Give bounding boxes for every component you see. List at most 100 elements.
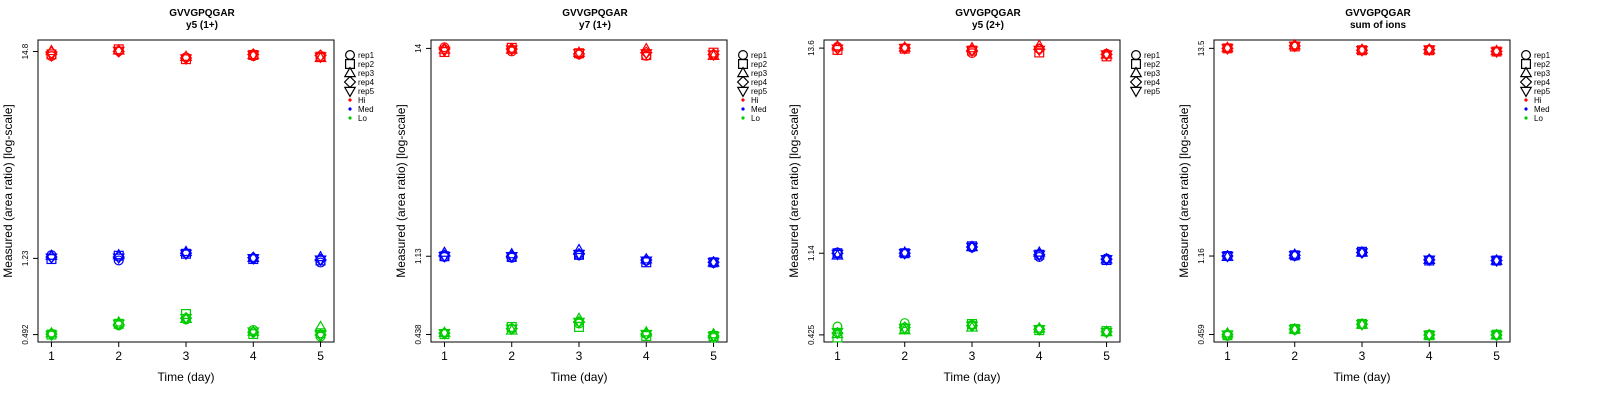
legend-label: rep4: [751, 78, 768, 87]
point-lo-day3-rep5: [965, 321, 979, 333]
point-lo-day5-rep3: [314, 320, 327, 332]
point-lo-day2-rep5: [898, 324, 911, 335]
legend-marker: [1519, 86, 1533, 98]
point-lo-day5-rep5: [1100, 327, 1113, 339]
x-axis-label: Time (day): [944, 370, 1001, 384]
point-hi-day4-rep3: [640, 42, 653, 54]
point-hi-day5-rep5: [707, 50, 720, 62]
point-med-day4-rep3: [640, 252, 653, 264]
x-tick-label: 2: [901, 349, 908, 363]
legend-label: Med: [358, 105, 374, 114]
chart-panel-3: GVVGPQGAR y5 (2+) Time (day) Measured (a…: [786, 0, 1186, 400]
legend-marker: [1519, 75, 1533, 89]
point-hi-day3-rep5: [965, 46, 979, 58]
chart-panel-2: GVVGPQGAR y7 (1+) Time (day) Measured (a…: [393, 0, 793, 400]
y-tick-label: 1.16: [1197, 248, 1206, 264]
x-tick-label: 5: [1103, 349, 1110, 363]
x-axis-label: Time (day): [158, 370, 215, 384]
point-hi-day2-rep5: [898, 43, 911, 55]
point-hi-day4-rep3: [1033, 39, 1046, 50]
legend-label: rep2: [1534, 60, 1551, 69]
legend-dot: [348, 98, 352, 102]
point-med-day3-rep5: [179, 249, 193, 261]
point-lo-day3-rep3: [1355, 317, 1369, 329]
point-hi-day1-rep3: [1221, 41, 1234, 52]
y-tick-label: 0.425: [807, 324, 816, 345]
point-hi-day3-rep3: [1355, 43, 1369, 54]
point-lo-day5-rep3: [1490, 328, 1503, 340]
point-med-day5-rep5: [1490, 256, 1503, 268]
point-lo-day1-rep3: [438, 326, 451, 337]
point-med-day1-rep5: [1221, 251, 1234, 263]
y-axis-label: Measured (area ratio) [log-scale]: [394, 104, 408, 277]
legend-label: rep4: [358, 78, 375, 87]
point-lo-day3-rep5: [1355, 320, 1369, 331]
x-tick-label: 5: [710, 349, 717, 363]
point-med-day4-rep5: [1033, 250, 1046, 262]
legend-dot: [741, 98, 745, 102]
point-hi-day1-rep5: [438, 46, 451, 58]
y-tick-label: 0.492: [21, 324, 30, 345]
chart-3-svg: GVVGPQGAR y5 (2+) Time (day) Measured (a…: [787, 8, 1161, 384]
chart-title: GVVGPQGAR: [955, 8, 1021, 19]
x-tick-label: 1: [1224, 349, 1231, 363]
point-lo-day4-rep5: [1423, 330, 1436, 342]
legend-marker: [736, 75, 750, 89]
x-tick-label: 4: [1426, 349, 1433, 363]
x-tick-label: 5: [317, 349, 324, 363]
point-med-day3-rep5: [1355, 248, 1369, 260]
legend-dot: [348, 107, 352, 111]
chart-title: GVVGPQGAR: [1345, 8, 1411, 19]
point-lo-day4-rep5: [640, 329, 653, 341]
point-med-day5-rep3: [707, 255, 720, 267]
legend-label: rep2: [751, 60, 768, 69]
point-lo-day1-rep5: [831, 327, 844, 339]
legend-label: rep3: [1144, 69, 1161, 78]
x-tick-label: 2: [1291, 349, 1298, 363]
legend-label: Med: [751, 105, 767, 114]
point-lo-day3-rep5: [572, 317, 586, 329]
legend-marker: [343, 86, 357, 98]
y-tick-label: 1.13: [414, 248, 423, 264]
point-hi-day2-rep3: [898, 40, 911, 52]
point-med-day1-rep2: [832, 248, 843, 259]
point-hi-day4-rep5: [1033, 45, 1046, 57]
y-tick-label: 13.5: [1197, 40, 1206, 56]
legend-label: rep3: [1534, 69, 1551, 78]
legend-label: rep1: [358, 51, 375, 60]
y-tick-label: 13.6: [807, 40, 816, 56]
legend-marker: [1129, 75, 1143, 89]
point-lo-day1-rep5: [1221, 330, 1234, 342]
point-med-day5-rep3: [1490, 253, 1503, 265]
x-tick-label: 4: [250, 349, 257, 363]
chart-title: GVVGPQGAR: [169, 8, 235, 19]
point-med-day3-rep5: [965, 242, 979, 254]
legend-label: rep2: [358, 60, 375, 69]
point-med-day1-rep5: [45, 253, 58, 265]
point-hi-day2-rep3: [505, 42, 518, 54]
point-lo-day5-rep5: [707, 331, 720, 343]
point-hi-day5-rep5: [314, 52, 327, 64]
point-hi-day1-rep5: [45, 51, 58, 63]
y-tick-label: 14: [414, 43, 423, 52]
legend-label: Med: [1534, 105, 1550, 114]
point-med-day1-rep5: [831, 249, 844, 261]
legend-label: Lo: [751, 114, 760, 123]
legend-dot: [1524, 116, 1528, 120]
point-hi-day1-rep4: [45, 46, 58, 59]
point-hi-day4-rep3: [1423, 43, 1436, 54]
point-med-day5-rep5: [707, 258, 720, 269]
point-hi-day5-rep3: [1490, 44, 1503, 56]
point-hi-day2-rep5: [112, 46, 125, 58]
chart-title: GVVGPQGAR: [562, 8, 628, 19]
x-tick-label: 3: [576, 349, 583, 363]
point-hi-day1-rep3: [438, 42, 451, 54]
legend-label: rep3: [751, 69, 768, 78]
point-lo-day1-rep5: [438, 328, 451, 340]
plot-frame: [37, 39, 335, 343]
legend-label: Lo: [1534, 114, 1543, 123]
legend-marker: [343, 75, 357, 89]
point-hi-day3-rep5: [572, 49, 586, 60]
x-tick-label: 3: [1359, 349, 1366, 363]
